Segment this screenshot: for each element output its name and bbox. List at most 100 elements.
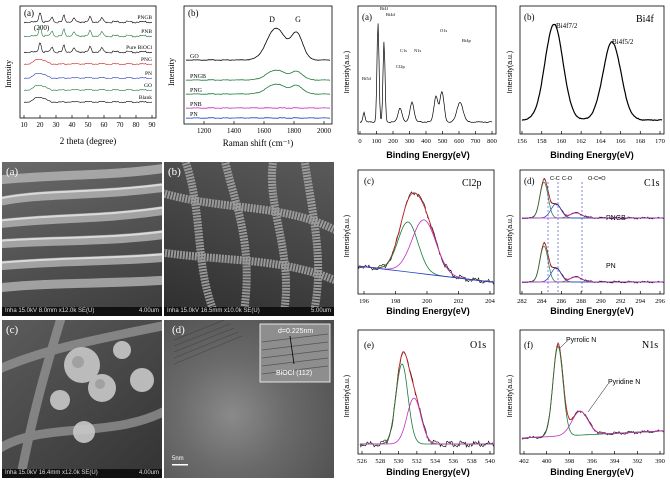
tem-d-plane: BiOCl (112) (276, 370, 313, 377)
raman-xlabel: Raman shift (cm⁻¹) (223, 138, 293, 148)
xrd-series-label: Pure BiOCl (126, 45, 152, 51)
x-tick-label: 540 (485, 458, 495, 465)
xrd-series-label: PN (145, 71, 152, 77)
n-component-pyridine (522, 410, 664, 439)
xps-bi-panel: (b) Bi4f Intensity(a.u.) Binding Energy(… (504, 2, 668, 162)
x-tick-label: 90 (149, 121, 157, 129)
x-tick-label: 1200 (197, 127, 212, 135)
xrd-series-line (23, 96, 153, 103)
c-ylabel: Intensity(a.u.) (507, 215, 514, 257)
xrd-series-label: PNB (141, 29, 152, 35)
sem-spheres-c (2, 320, 162, 469)
raman-label: (b) (188, 8, 199, 18)
x-tick-label: 292 (616, 298, 626, 305)
x-tick-label: 538 (467, 458, 477, 465)
c-bond-cc: C-C (550, 176, 560, 182)
survey-label: (a) (362, 12, 372, 22)
x-tick-label: 80 (133, 121, 141, 129)
bi-ylabel: Intensity(a.u.) (507, 51, 514, 93)
x-tick-label: 166 (616, 138, 627, 145)
n-pyridine: Pyridine N (608, 379, 640, 386)
sem-a-info: Inha 15.0kV 8.0mm x12.0k SE(U) (5, 308, 95, 314)
raman-peak-g: G (295, 15, 301, 24)
sem-c-infobar: Inha 15.0kV 16.4mm x12.0k SE(U) 4.00um (2, 469, 162, 478)
x-tick-label: 198 (391, 298, 401, 305)
c-component-cc-pn (522, 245, 664, 283)
x-tick-label: 392 (632, 458, 642, 465)
survey-ylabel: Intensity(a.u.) (344, 51, 351, 93)
xps-o-chart: (e) O1s Intensity(a.u.) Binding Energy(e… (344, 329, 495, 477)
c-bond-oco: O-C=O (588, 176, 606, 182)
xrd-series-label: GO (144, 83, 152, 89)
bi-peak1-label: Bi4f7/2 (556, 22, 578, 30)
xrd-series-label: PNGB (137, 15, 152, 21)
c-fit-pngb (522, 179, 664, 219)
x-tick-label: 200 (422, 298, 432, 305)
c-component-oco-pngb (522, 212, 664, 219)
xrd-series-label: PNG (141, 57, 152, 63)
sem-image-a: (a) Inha 15.0kV 8.0mm x12.0k SE(U) 4.00um (2, 162, 162, 316)
x-tick-label: 100 (372, 138, 382, 145)
xrd-series-line (23, 58, 153, 65)
xps-cl-panel: (c) Cl2p Intensity(a.u.) Binding Energy(… (340, 166, 500, 318)
x-tick-label: 1800 (287, 127, 302, 135)
x-tick-label: 394 (610, 458, 621, 465)
c-series-pngb: PNGB (606, 215, 626, 222)
raman-chart: (b) Intensity Raman shift (cm⁻¹) 1200 140… (167, 5, 333, 148)
xrd-series-line (23, 42, 153, 54)
xrd-label: (a) (24, 8, 34, 18)
sem-image-b: (b) Inha 15.0kV 16.5mm x10.0k SE(U) 5.00u… (164, 162, 334, 316)
sem-c-info: Inha 15.0kV 16.4mm x12.0k SE(U) (5, 470, 98, 476)
n-raw (521, 342, 665, 440)
sem-a-label: (a) (6, 166, 19, 178)
xps-n-panel: (f) N1s Intensity(a.u.) Binding Energy(e… (504, 326, 668, 478)
x-tick-label: 160 (557, 138, 567, 145)
sem-b-scale: 5.00um (310, 308, 331, 314)
x-tick-label: 10 (21, 121, 29, 129)
xps-c-panel: (d) C1s Intensity(a.u.) Binding Energy(e… (504, 166, 668, 318)
x-tick-label: 30 (53, 121, 61, 129)
x-tick-label: 2000 (317, 127, 332, 135)
x-tick-label: 50 (85, 121, 93, 129)
bi-title: Bi4f (636, 14, 654, 25)
cl-raw (357, 191, 495, 285)
c-label: (d) (524, 176, 535, 186)
sem-c-label: (c) (6, 324, 19, 336)
survey-peak-label: Cl2p (396, 64, 406, 69)
cl-xlabel: Binding Energy(eV) (386, 306, 470, 316)
xps-c-chart: (d) C1s Intensity(a.u.) Binding Energy(e… (507, 169, 666, 316)
x-tick-label: 204 (485, 298, 496, 305)
raman-series-line (185, 69, 331, 81)
x-tick-label: 528 (375, 458, 385, 465)
xrd-series-label: Blank (139, 95, 152, 101)
n-title: N1s (642, 340, 658, 351)
x-tick-label: 300 (405, 138, 415, 145)
x-tick-label: 158 (537, 138, 547, 145)
x-tick-label: 70 (117, 121, 125, 129)
x-tick-label: 164 (596, 138, 607, 145)
raman-series-label: PN (190, 112, 198, 118)
o-component-2 (360, 397, 494, 445)
raman-series-line (185, 83, 331, 95)
x-tick-label: 288 (576, 298, 586, 305)
survey-peak-label: Bi4p (462, 38, 472, 43)
raman-series-label: PNGB (190, 74, 206, 80)
xrd-xlabel: 2 theta (degree) (60, 136, 116, 146)
sem-b-label: (b) (168, 166, 181, 178)
xps-n-chart: (f) N1s Intensity(a.u.) Binding Energy(e… (507, 329, 665, 477)
raman-panel: (b) Intensity Raman shift (cm⁻¹) 1200 140… (164, 2, 336, 150)
sem-a-scale: 4.00um (138, 308, 159, 314)
x-tick-label: 294 (635, 298, 646, 305)
raman-series-line (185, 117, 331, 119)
sem-image-c: (c) Inha 15.0kV 16.4mm x12.0k SE(U) 4.00u… (2, 320, 162, 478)
x-tick-label: 402 (519, 458, 529, 465)
sem-b-info: Inha 15.0kV 16.5mm x10.0k SE(U) (167, 308, 260, 314)
o-ylabel: Intensity(a.u.) (344, 375, 351, 417)
x-tick-label: 286 (557, 298, 568, 305)
bi-xlabel: Binding Energy(eV) (550, 150, 634, 160)
x-tick-label: 156 (517, 138, 528, 145)
x-tick-label: 500 (438, 138, 448, 145)
survey-peak-label: Bi5d (362, 76, 372, 81)
c-component-cc-pngb (522, 181, 664, 219)
n-pyridine-pointer (587, 383, 609, 413)
